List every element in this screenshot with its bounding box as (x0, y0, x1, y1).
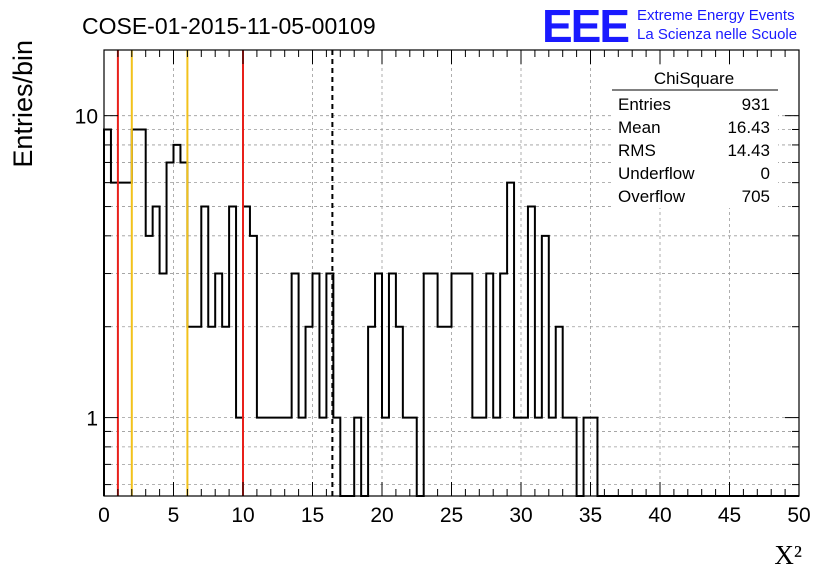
stats-row-label: Overflow (618, 187, 686, 206)
stats-row-value: 0 (761, 164, 770, 183)
stats-row-label: Underflow (618, 164, 695, 183)
axis-ticks: 0 5 10 15 20 25 30 35 40 45 50 1 10 (75, 50, 811, 527)
x-tick-label: 40 (648, 504, 671, 527)
x-tick-label: 5 (168, 504, 180, 527)
stats-row-value: 705 (742, 187, 770, 206)
x-tick-label: 30 (509, 504, 532, 527)
eee-logo-line1: Extreme Energy Events (637, 7, 795, 24)
chart-title: COSE-01-2015-11-05-00109 (82, 13, 376, 39)
x-tick-label: 50 (787, 504, 810, 527)
eee-logo: EEE Extreme Energy Events La Scienza nel… (542, 0, 797, 52)
x-tick-label: 25 (440, 504, 463, 527)
stats-row-label: Mean (618, 118, 661, 137)
x-tick-label: 45 (718, 504, 741, 527)
x-tick-label: 35 (579, 504, 602, 527)
stats-row-label: RMS (618, 141, 656, 160)
stats-box: ChiSquare Entries 931 Mean 16.43 RMS 14.43 Und… (612, 66, 778, 208)
x-tick-label: 10 (231, 504, 254, 527)
x-tick-label: 15 (301, 504, 324, 527)
stats-row-value: 14.43 (727, 141, 770, 160)
stats-row-value: 16.43 (727, 118, 770, 137)
x-tick-label: 0 (98, 504, 110, 527)
x-tick-label: 20 (370, 504, 393, 527)
stats-box-title: ChiSquare (654, 69, 734, 88)
x-axis-label: X² (774, 540, 802, 570)
y-tick-label: 1 (86, 408, 98, 431)
stats-row-label: Entries (618, 95, 671, 114)
y-tick-label: 10 (75, 106, 98, 129)
stats-row-value: 931 (742, 95, 770, 114)
eee-logo-line2: La Scienza nelle Scuole (637, 26, 797, 43)
reference-lines (116, 50, 334, 496)
eee-logo-mark: EEE (542, 0, 628, 52)
y-axis-label: Entries/bin (8, 40, 38, 168)
